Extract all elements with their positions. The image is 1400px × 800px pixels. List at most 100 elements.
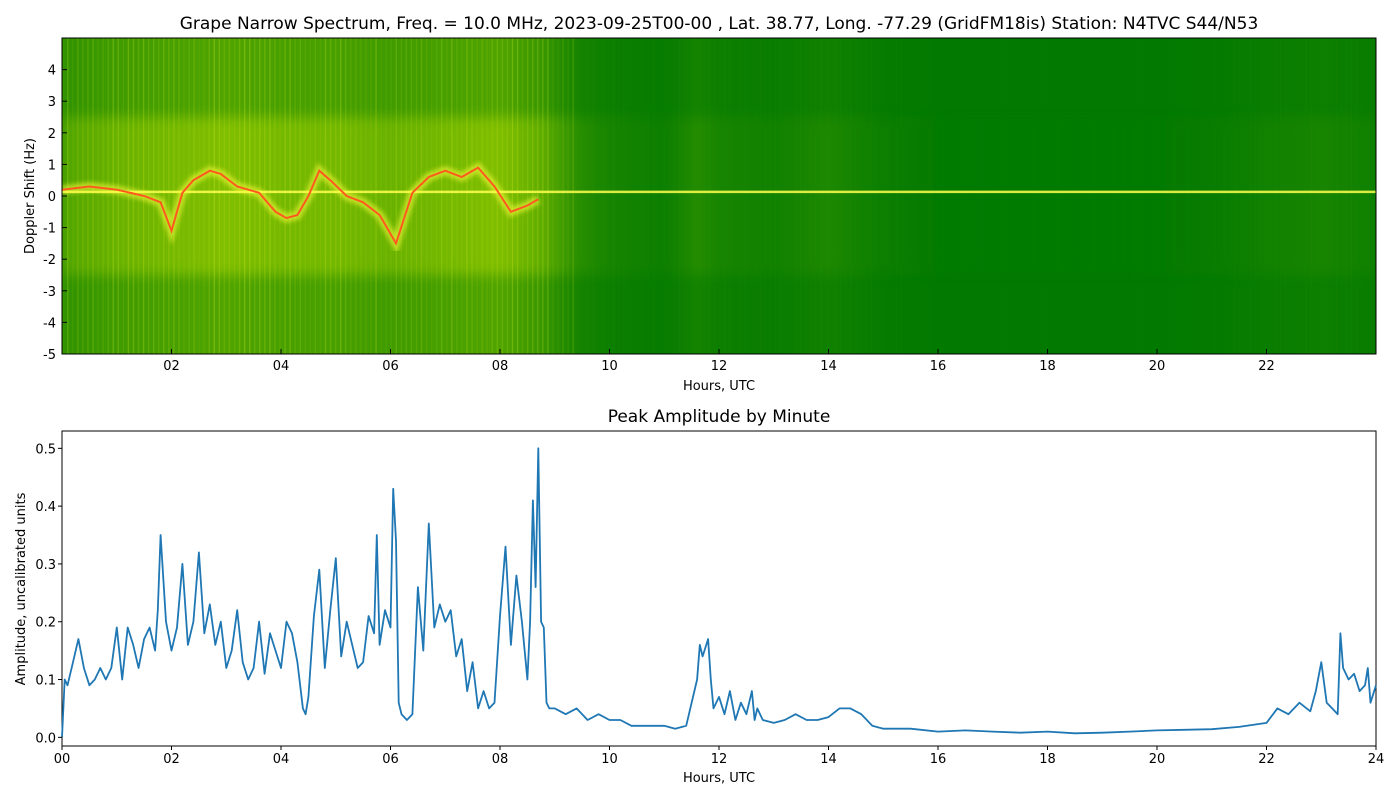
spectrogram-y-tick-label: 2 (48, 127, 56, 142)
spectrogram-streak (72, 38, 74, 354)
spectrogram-streak (582, 38, 584, 354)
spectrogram-streak (1295, 38, 1297, 354)
spectrogram-streak (779, 38, 782, 354)
spectrogram-streak (1320, 38, 1322, 354)
spectrogram-streak (946, 38, 947, 354)
spectrogram-streak (228, 38, 231, 354)
amplitude-x-tick-label: 08 (492, 752, 509, 767)
spectrogram-streak (294, 38, 296, 354)
spectrogram-streak (1371, 38, 1372, 354)
spectrogram-streak (992, 38, 993, 354)
amplitude-series-line (61, 447, 1377, 738)
spectrogram-streak (1149, 38, 1150, 354)
spectrogram-streak (754, 38, 756, 354)
spectrogram-activity-layer (62, 38, 1376, 354)
spectrogram-streak (643, 38, 645, 354)
spectrogram-streak (319, 38, 322, 354)
spectrogram-streak (602, 38, 605, 354)
spectrogram-streak (1118, 38, 1119, 354)
spectrogram-streak (1037, 38, 1038, 354)
spectrogram-streak (415, 38, 418, 354)
spectrogram-streak (547, 38, 549, 354)
spectrogram-streak (764, 38, 765, 354)
spectrogram-streak (269, 38, 271, 354)
spectrogram-streak (1063, 38, 1064, 354)
spectrogram-streak (703, 38, 706, 354)
spectrogram-streak (982, 38, 983, 354)
spectrogram-streak (830, 38, 831, 354)
spectrogram-streak (1345, 38, 1348, 354)
spectrogram-streak (809, 38, 812, 354)
spectrogram-streak (1032, 38, 1033, 354)
spectrogram-streak (855, 38, 857, 354)
spectrogram-streak (1264, 38, 1267, 354)
spectrogram-streak (173, 38, 175, 354)
spectrogram-streak (1088, 38, 1089, 354)
spectrogram-streak (911, 38, 913, 354)
spectrogram-streak (870, 38, 873, 354)
spectrogram-streak (441, 38, 443, 354)
spectrogram-streak (476, 38, 478, 354)
spectrogram-streak (1144, 38, 1145, 354)
spectrogram-streak (1209, 38, 1211, 354)
spectrogram-streak (1224, 38, 1226, 354)
amplitude-y-ticks: 0.0 0.1 0.2 0.3 0.4 0.5 (35, 442, 62, 746)
spectrogram-streak (1279, 38, 1282, 354)
spectrogram-streak (1002, 38, 1004, 354)
spectrogram-x-tick-label: 16 (930, 359, 947, 374)
spectrogram-y-tick-label: 1 (48, 158, 56, 173)
spectrogram-streak (238, 38, 241, 354)
spectrogram-x-tick-label: 18 (1039, 359, 1056, 374)
spectrogram-streak (941, 38, 942, 354)
amplitude-y-tick-label: 0.0 (35, 731, 56, 746)
spectrogram-streak (77, 38, 79, 354)
amplitude-y-tick-label: 0.4 (35, 500, 56, 515)
amplitude-x-tick-label: 20 (1149, 752, 1166, 767)
spectrogram-streak (486, 38, 488, 354)
spectrogram-streak (223, 38, 226, 354)
spectrogram-streak (617, 38, 620, 354)
spectrogram-y-tick-label: -3 (43, 285, 56, 300)
spectrogram-streak (931, 38, 933, 354)
spectrogram-streak (491, 38, 493, 354)
spectrogram-streak (314, 38, 317, 354)
spectrogram-streak (324, 38, 327, 354)
spectrogram-streak (1290, 38, 1291, 354)
spectrogram-streak (749, 38, 750, 354)
spectrogram-streak (916, 38, 918, 354)
spectrogram-streak (1123, 38, 1124, 354)
spectrogram-streak (891, 38, 892, 354)
spectrogram-streak (850, 38, 852, 354)
spectrogram-streak (1350, 38, 1353, 354)
spectrogram-streak (1325, 38, 1327, 354)
amplitude-y-tick-label: 0.1 (35, 674, 56, 689)
spectrogram-streak (1219, 38, 1220, 354)
spectrogram-streak (380, 38, 382, 354)
spectrogram-streak (759, 38, 761, 354)
spectrogram-streak (1366, 38, 1367, 354)
spectrogram-streak (860, 38, 862, 354)
spectrogram-x-tick-label: 20 (1149, 359, 1166, 374)
spectrogram-streak (365, 38, 367, 354)
spectrogram-streak (1174, 38, 1175, 354)
spectrogram-streak (1138, 38, 1140, 354)
spectrogram-streak (815, 38, 817, 354)
spectrogram-streak (1335, 38, 1337, 354)
spectrogram-streak (1007, 38, 1008, 354)
spectrogram-streak (1078, 38, 1079, 354)
spectrogram-streak (102, 38, 104, 354)
spectrogram-streak (744, 38, 746, 354)
spectrogram-streak (967, 38, 968, 354)
spectrogram-streak (1068, 38, 1069, 354)
spectrogram-streak (572, 38, 574, 354)
spectrogram-streak (420, 38, 423, 354)
spectrogram-streak (1042, 38, 1044, 354)
amplitude-x-tick-label: 06 (382, 752, 399, 767)
spectrogram-x-tick-label: 22 (1258, 359, 1275, 374)
spectrogram-streak (1163, 38, 1166, 354)
spectrogram-streak (693, 38, 696, 354)
spectrogram-streak (820, 38, 822, 354)
spectrogram-streak (1341, 38, 1342, 354)
spectrogram-streak (168, 38, 170, 354)
